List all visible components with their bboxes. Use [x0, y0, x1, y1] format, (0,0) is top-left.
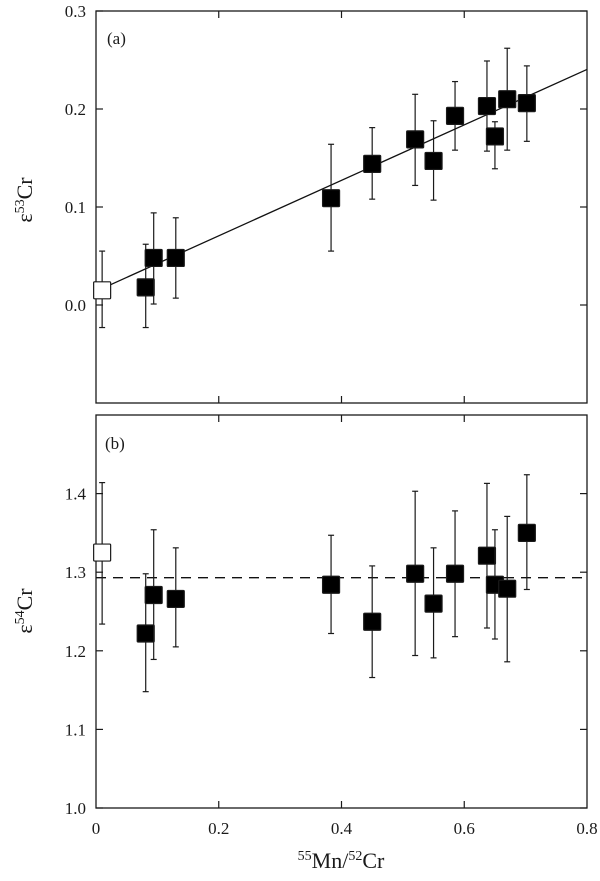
filled-square-marker [445, 106, 465, 125]
filled-square-marker [424, 151, 443, 171]
filled-square-marker [406, 564, 425, 583]
y-tick-label: 1.2 [65, 642, 86, 661]
filled-square-marker [144, 585, 163, 605]
filled-square-marker [136, 278, 155, 297]
filled-square-marker [517, 523, 536, 543]
x-axis-title: 55Mn/52Cr [298, 848, 385, 873]
y-axis-title-b: ε54Cr [12, 588, 37, 634]
y-tick-label: 0.3 [65, 2, 86, 21]
filled-square-marker [424, 594, 443, 613]
y-tick-label: 1.1 [65, 720, 86, 739]
x-tick-label: 0.4 [331, 819, 353, 838]
filled-square-marker [406, 130, 425, 149]
plot-frame [95, 10, 588, 404]
x-tick-label: 0.8 [576, 819, 597, 838]
y-tick-label: 1.3 [65, 563, 86, 582]
x-tick-label: 0.6 [454, 819, 475, 838]
filled-square-marker [477, 96, 497, 116]
filled-square-marker [166, 589, 185, 609]
x-axis-tick-labels: 0 0.2 0.4 0.6 0.8 [92, 819, 598, 838]
panel-a: 0.0 0.1 0.2 0.3 [65, 2, 588, 404]
panel-b-label: (b) [105, 434, 125, 453]
y-tick-label: 1.0 [65, 799, 86, 818]
filled-square-marker [136, 624, 155, 643]
filled-square-marker [485, 127, 505, 146]
y-tick-label: 0.1 [65, 198, 86, 217]
y-tick-label: 1.4 [65, 485, 87, 504]
filled-square-marker [144, 248, 163, 268]
panel-b: 1.0 1.1 1.2 1.3 1.4 [65, 414, 588, 818]
filled-square-marker [498, 579, 517, 598]
open-square-marker [93, 281, 112, 300]
panel-a-label: (a) [107, 29, 126, 48]
filled-square-marker [321, 189, 341, 208]
filled-square-marker [445, 564, 465, 583]
y-tick-label: 0.2 [65, 100, 86, 119]
y-axis-title-a: ε53Cr [12, 177, 37, 223]
filled-square-marker [517, 94, 536, 113]
x-tick-label: 0 [92, 819, 101, 838]
x-tick-label: 0.2 [208, 819, 229, 838]
filled-square-marker [166, 248, 185, 268]
y-tick-label: 0.0 [65, 296, 86, 315]
filled-square-marker [498, 90, 517, 109]
filled-square-marker [477, 546, 497, 565]
open-square-marker [93, 543, 112, 562]
filled-square-marker [363, 154, 382, 173]
filled-square-marker [363, 612, 382, 631]
plot-frame [95, 414, 588, 809]
filled-square-marker [321, 575, 341, 594]
